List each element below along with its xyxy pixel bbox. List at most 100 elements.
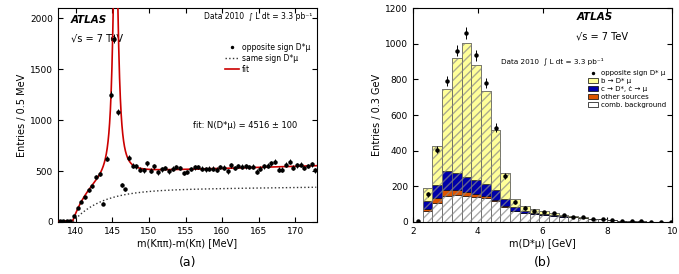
Text: (a): (a)	[179, 256, 196, 269]
Bar	[481, 92, 491, 184]
Text: √s = 7 TeV: √s = 7 TeV	[71, 34, 123, 44]
Bar	[539, 214, 549, 215]
Bar	[530, 210, 539, 213]
Bar	[539, 211, 549, 214]
Bar	[442, 196, 452, 222]
Bar	[471, 194, 481, 197]
Bar	[471, 197, 481, 222]
Bar	[530, 214, 539, 222]
Legend: opposite sign D* μ, b → D* μ, c → D*, ċ → μ, other sources, comb. background: opposite sign D* μ, b → D* μ, c → D*, ċ …	[585, 67, 669, 111]
Bar	[539, 211, 549, 222]
Text: ATLAS: ATLAS	[576, 13, 612, 22]
Bar	[433, 146, 442, 222]
Bar	[539, 215, 549, 222]
X-axis label: m(D*μ) [GeV]: m(D*μ) [GeV]	[509, 239, 576, 249]
Bar	[452, 58, 462, 173]
Text: Data 2010  ∫ L dt = 3.3 pb⁻¹: Data 2010 ∫ L dt = 3.3 pb⁻¹	[204, 13, 312, 21]
Bar	[510, 207, 520, 210]
Bar	[559, 215, 568, 216]
Bar	[608, 220, 617, 222]
Bar	[549, 213, 559, 222]
Bar	[452, 173, 462, 190]
Y-axis label: Entries / 0.5 MeV: Entries / 0.5 MeV	[17, 73, 27, 157]
Bar	[462, 44, 471, 177]
Bar	[520, 211, 530, 213]
Bar	[636, 221, 646, 222]
Bar	[627, 221, 636, 222]
Bar	[442, 171, 452, 190]
Text: (b): (b)	[534, 256, 551, 269]
Bar	[422, 211, 433, 222]
Text: √s = 7 TeV: √s = 7 TeV	[576, 32, 628, 42]
Bar	[471, 181, 481, 194]
Bar	[579, 218, 588, 222]
Bar	[579, 217, 588, 222]
Bar	[471, 65, 481, 222]
Bar	[617, 221, 627, 222]
Bar	[442, 190, 452, 196]
Bar	[636, 221, 646, 222]
Bar	[422, 188, 433, 222]
Bar	[520, 213, 530, 222]
Bar	[462, 196, 471, 222]
Bar	[617, 221, 627, 222]
Bar	[481, 198, 491, 222]
Bar	[462, 192, 471, 196]
Bar	[491, 130, 500, 190]
Bar	[433, 203, 442, 222]
Bar	[500, 206, 510, 207]
Bar	[500, 207, 510, 222]
Bar	[530, 210, 539, 222]
Bar	[500, 173, 510, 222]
Bar	[452, 58, 462, 222]
Bar	[520, 206, 530, 211]
Bar	[422, 201, 433, 209]
Bar	[559, 217, 568, 222]
Bar	[520, 206, 530, 222]
Legend: opposite sign D*μ, same sign D*μ, fit: opposite sign D*μ, same sign D*μ, fit	[222, 40, 313, 77]
Bar	[452, 190, 462, 195]
Text: Data 2010  ∫ L dt = 3.3 pb⁻¹: Data 2010 ∫ L dt = 3.3 pb⁻¹	[501, 57, 604, 65]
Bar	[598, 219, 608, 222]
Bar	[549, 216, 559, 222]
Bar	[462, 177, 471, 192]
Bar	[559, 215, 568, 222]
Bar	[481, 196, 491, 198]
Bar	[510, 199, 520, 222]
Bar	[491, 201, 500, 222]
Bar	[608, 220, 617, 222]
Bar	[588, 219, 598, 222]
Bar	[471, 65, 481, 181]
Bar	[549, 213, 559, 215]
Bar	[442, 89, 452, 171]
Bar	[442, 89, 452, 222]
Bar	[549, 215, 559, 216]
Bar	[491, 130, 500, 222]
Bar	[433, 185, 442, 198]
Text: ATLAS: ATLAS	[71, 15, 107, 25]
Bar	[568, 216, 579, 222]
Bar	[462, 44, 471, 222]
Bar	[530, 213, 539, 214]
Text: fit: N(D*μ) = 4516 ± 100: fit: N(D*μ) = 4516 ± 100	[193, 121, 297, 130]
Bar	[598, 219, 608, 222]
Bar	[422, 188, 433, 201]
Bar	[491, 200, 500, 201]
Bar	[452, 195, 462, 222]
Bar	[433, 198, 442, 203]
Y-axis label: Entries / 0.3 GeV: Entries / 0.3 GeV	[372, 74, 382, 156]
Bar	[627, 221, 636, 222]
Bar	[491, 190, 500, 200]
Bar	[433, 146, 442, 185]
Bar	[510, 199, 520, 207]
Bar	[559, 216, 568, 217]
Bar	[588, 219, 598, 222]
Bar	[500, 199, 510, 206]
Bar	[510, 211, 520, 222]
Bar	[422, 209, 433, 211]
Bar	[500, 173, 510, 199]
X-axis label: m(Kππ)-m(Kπ) [MeV]: m(Kππ)-m(Kπ) [MeV]	[137, 239, 238, 249]
Bar	[568, 217, 579, 222]
Bar	[510, 210, 520, 211]
Bar	[481, 184, 491, 196]
